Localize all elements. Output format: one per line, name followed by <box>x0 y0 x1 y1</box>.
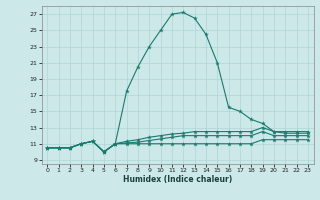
X-axis label: Humidex (Indice chaleur): Humidex (Indice chaleur) <box>123 175 232 184</box>
